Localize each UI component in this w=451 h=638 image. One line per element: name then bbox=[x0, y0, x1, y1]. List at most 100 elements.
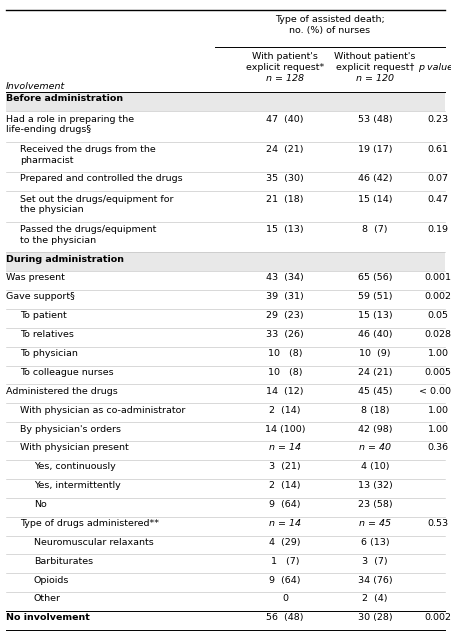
Text: Had a role in preparing the
life-ending drugs§: Had a role in preparing the life-ending … bbox=[6, 115, 134, 134]
Text: Type of drugs administered**: Type of drugs administered** bbox=[20, 519, 159, 528]
Text: 4 (10): 4 (10) bbox=[361, 463, 389, 471]
Text: 15  (13): 15 (13) bbox=[266, 225, 304, 234]
Text: 10  (9): 10 (9) bbox=[359, 349, 391, 358]
Text: Passed the drugs/equipment
to the physician: Passed the drugs/equipment to the physic… bbox=[20, 225, 156, 245]
Text: 0.001: 0.001 bbox=[424, 274, 451, 283]
Text: 2  (14): 2 (14) bbox=[269, 481, 301, 490]
Text: 6 (13): 6 (13) bbox=[361, 538, 389, 547]
Text: 0.002: 0.002 bbox=[424, 613, 451, 623]
Text: With patient's: With patient's bbox=[252, 52, 318, 61]
Text: Other: Other bbox=[34, 595, 61, 604]
Text: 1   (7): 1 (7) bbox=[271, 557, 299, 566]
Text: 47  (40): 47 (40) bbox=[266, 115, 304, 124]
Text: 24 (21): 24 (21) bbox=[358, 368, 392, 377]
Text: 4  (29): 4 (29) bbox=[269, 538, 301, 547]
Text: To colleague nurses: To colleague nurses bbox=[20, 368, 114, 377]
Text: No: No bbox=[34, 500, 47, 509]
Bar bbox=[6, 92, 445, 111]
Text: 21  (18): 21 (18) bbox=[266, 195, 304, 204]
Text: 0.002: 0.002 bbox=[424, 292, 451, 301]
Text: To physician: To physician bbox=[20, 349, 78, 358]
Text: Set out the drugs/equipment for
the physician: Set out the drugs/equipment for the phys… bbox=[20, 195, 174, 214]
Text: 15 (14): 15 (14) bbox=[358, 195, 392, 204]
Text: 33  (26): 33 (26) bbox=[266, 330, 304, 339]
Text: Was present: Was present bbox=[6, 274, 65, 283]
Text: Type of assisted death;: Type of assisted death; bbox=[275, 15, 385, 24]
Text: 19 (17): 19 (17) bbox=[358, 145, 392, 154]
Text: p value‡: p value‡ bbox=[418, 63, 451, 72]
Text: 30 (28): 30 (28) bbox=[358, 613, 392, 623]
Text: No involvement: No involvement bbox=[6, 613, 90, 623]
Text: 53 (48): 53 (48) bbox=[358, 115, 392, 124]
Text: n = 40: n = 40 bbox=[359, 443, 391, 452]
Text: 3  (21): 3 (21) bbox=[269, 463, 301, 471]
Text: 0: 0 bbox=[282, 595, 288, 604]
Text: explicit request†: explicit request† bbox=[336, 63, 414, 72]
Text: < 0.001: < 0.001 bbox=[419, 387, 451, 396]
Text: 24  (21): 24 (21) bbox=[266, 145, 304, 154]
Text: 14 (100): 14 (100) bbox=[265, 424, 305, 433]
Text: 0.05: 0.05 bbox=[428, 311, 448, 320]
Text: no. (%) of nurses: no. (%) of nurses bbox=[290, 26, 371, 35]
Text: During administration: During administration bbox=[6, 255, 124, 263]
Text: 0.61: 0.61 bbox=[428, 145, 448, 154]
Text: To patient: To patient bbox=[20, 311, 67, 320]
Text: Barbiturates: Barbiturates bbox=[34, 557, 93, 566]
Text: 65 (56): 65 (56) bbox=[358, 274, 392, 283]
Text: Prepared and controlled the drugs: Prepared and controlled the drugs bbox=[20, 174, 183, 183]
Text: Without patient's: Without patient's bbox=[334, 52, 416, 61]
Text: 0.028: 0.028 bbox=[424, 330, 451, 339]
Text: 8  (7): 8 (7) bbox=[362, 225, 388, 234]
Text: 39  (31): 39 (31) bbox=[266, 292, 304, 301]
Text: 29  (23): 29 (23) bbox=[266, 311, 304, 320]
Text: Yes, continuously: Yes, continuously bbox=[34, 463, 116, 471]
Text: Administered the drugs: Administered the drugs bbox=[6, 387, 118, 396]
Text: 46 (40): 46 (40) bbox=[358, 330, 392, 339]
Text: 56  (48): 56 (48) bbox=[266, 613, 304, 623]
Text: 1.00: 1.00 bbox=[428, 424, 448, 433]
Text: explicit request*: explicit request* bbox=[246, 63, 324, 72]
Text: Gave support§: Gave support§ bbox=[6, 292, 75, 301]
Text: 23 (58): 23 (58) bbox=[358, 500, 392, 509]
Bar bbox=[6, 252, 445, 271]
Text: n = 14: n = 14 bbox=[269, 443, 301, 452]
Text: 10   (8): 10 (8) bbox=[268, 349, 302, 358]
Text: 9  (64): 9 (64) bbox=[269, 500, 301, 509]
Text: 0.005: 0.005 bbox=[424, 368, 451, 377]
Text: Yes, intermittently: Yes, intermittently bbox=[34, 481, 121, 490]
Text: 0.53: 0.53 bbox=[428, 519, 449, 528]
Text: 0.23: 0.23 bbox=[428, 115, 449, 124]
Text: Received the drugs from the
pharmacist: Received the drugs from the pharmacist bbox=[20, 145, 156, 165]
Text: 0.19: 0.19 bbox=[428, 225, 448, 234]
Text: 1.00: 1.00 bbox=[428, 406, 448, 415]
Text: 1.00: 1.00 bbox=[428, 349, 448, 358]
Text: 45 (45): 45 (45) bbox=[358, 387, 392, 396]
Text: Before administration: Before administration bbox=[6, 94, 123, 103]
Text: 0.36: 0.36 bbox=[428, 443, 449, 452]
Text: By physician's orders: By physician's orders bbox=[20, 424, 121, 433]
Text: 46 (42): 46 (42) bbox=[358, 174, 392, 183]
Text: 0.07: 0.07 bbox=[428, 174, 448, 183]
Text: Opioids: Opioids bbox=[34, 575, 69, 584]
Text: n = 120: n = 120 bbox=[356, 74, 394, 83]
Text: 8 (18): 8 (18) bbox=[361, 406, 389, 415]
Text: 9  (64): 9 (64) bbox=[269, 575, 301, 584]
Text: n = 128: n = 128 bbox=[266, 74, 304, 83]
Text: 10   (8): 10 (8) bbox=[268, 368, 302, 377]
Text: 35  (30): 35 (30) bbox=[266, 174, 304, 183]
Text: 3  (7): 3 (7) bbox=[362, 557, 388, 566]
Text: 2  (14): 2 (14) bbox=[269, 406, 301, 415]
Text: 15 (13): 15 (13) bbox=[358, 311, 392, 320]
Text: n = 45: n = 45 bbox=[359, 519, 391, 528]
Text: 43  (34): 43 (34) bbox=[266, 274, 304, 283]
Text: Neuromuscular relaxants: Neuromuscular relaxants bbox=[34, 538, 154, 547]
Text: 34 (76): 34 (76) bbox=[358, 575, 392, 584]
Text: 13 (32): 13 (32) bbox=[358, 481, 392, 490]
Text: 59 (51): 59 (51) bbox=[358, 292, 392, 301]
Text: 2  (4): 2 (4) bbox=[362, 595, 388, 604]
Text: 0.47: 0.47 bbox=[428, 195, 448, 204]
Text: With physician as co-administrator: With physician as co-administrator bbox=[20, 406, 185, 415]
Text: n = 14: n = 14 bbox=[269, 519, 301, 528]
Text: 42 (98): 42 (98) bbox=[358, 424, 392, 433]
Text: With physician present: With physician present bbox=[20, 443, 129, 452]
